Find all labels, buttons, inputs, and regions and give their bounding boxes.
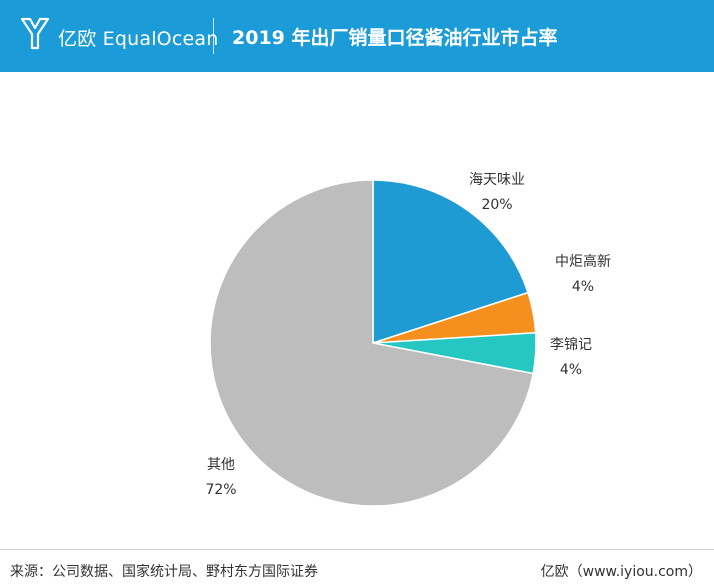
pie-slice-1 [372, 179, 529, 345]
pie-slices [209, 179, 537, 507]
source-note: 来源：公司数据、国家统计局、野村东方国际证券 [10, 564, 318, 580]
slice-category-label: 海天味业 [469, 172, 525, 188]
page-title: 2019 年出厂销量口径酱油行业市占率 [232, 27, 558, 49]
slice-value-label: 72% [205, 482, 236, 498]
pie-slice-4 [209, 179, 534, 507]
credit-note: 亿欧（www.iyiou.com） [540, 564, 702, 580]
slice-category-label: 其他 [207, 457, 235, 473]
header-divider [213, 18, 214, 54]
header-bar: 亿欧 EqualOcean 2019 年出厂销量口径酱油行业市占率 [0, 0, 714, 72]
pie-labels: 海天味业 20% 中炬高新 4% 李锦记 4% 其他 72% [205, 172, 611, 498]
slice-category-label: 中炬高新 [555, 253, 611, 270]
slice-value-label: 4% [560, 362, 582, 378]
footer-divider [0, 549, 714, 550]
brand-name: 亿欧 EqualOcean [58, 28, 219, 50]
equalocean-logo-icon [20, 17, 50, 50]
pie-chart: 海天味业 20% 中炬高新 4% 李锦记 4% 其他 72% [205, 172, 611, 507]
slice-value-label: 4% [572, 279, 594, 295]
slice-category-label: 李锦记 [550, 336, 592, 353]
slice-value-label: 20% [481, 197, 512, 213]
